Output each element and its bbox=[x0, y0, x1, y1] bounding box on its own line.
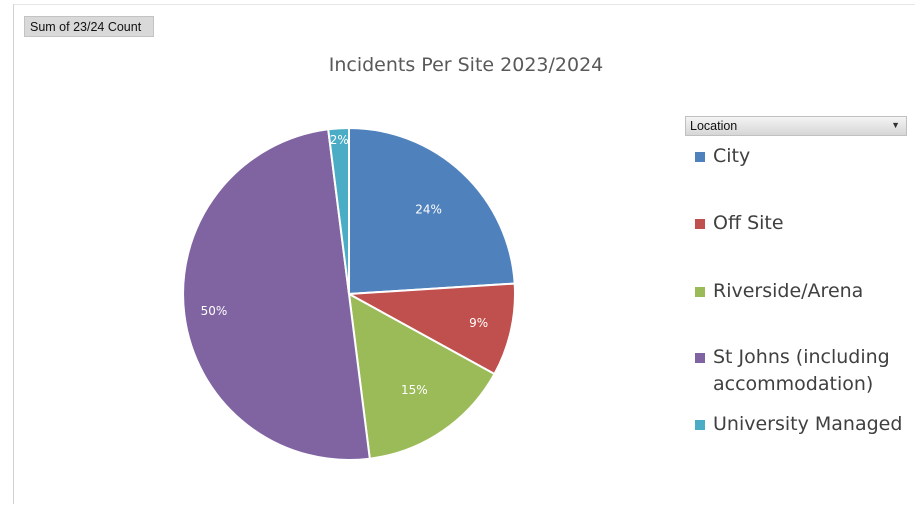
data-label: 24% bbox=[415, 202, 442, 216]
legend-item: St Johns (including accommodation) bbox=[695, 344, 910, 398]
data-label: 9% bbox=[469, 316, 488, 330]
legend-item: Riverside/Arena bbox=[695, 278, 910, 305]
data-label: 15% bbox=[401, 383, 428, 397]
legend-label: University Managed bbox=[713, 413, 903, 435]
legend-swatch bbox=[695, 152, 705, 162]
location-filter-dropdown[interactable]: Location ▼ bbox=[685, 116, 907, 136]
data-label: 2% bbox=[330, 133, 349, 147]
location-filter-label: Location bbox=[690, 119, 738, 133]
value-field-button[interactable]: Sum of 23/24 Count bbox=[24, 16, 154, 37]
legend-label: St Johns (including accommodation) bbox=[713, 346, 890, 395]
legend-label: Off Site bbox=[713, 212, 784, 234]
pie-slice-off-site[interactable] bbox=[345, 282, 516, 376]
chart-area bbox=[13, 4, 915, 504]
legend-swatch bbox=[695, 287, 705, 297]
data-label: 50% bbox=[201, 304, 228, 318]
legend-swatch bbox=[695, 420, 705, 430]
pie-slice-city[interactable] bbox=[348, 126, 516, 296]
chart-title: Incidents Per Site 2023/2024 bbox=[328, 54, 604, 76]
pie-slice-riverside-arena[interactable] bbox=[347, 292, 496, 460]
legend-item: Off Site bbox=[695, 210, 910, 237]
legend-swatch bbox=[695, 353, 705, 363]
pie-slice-university-managed[interactable] bbox=[327, 126, 350, 295]
legend-label: Riverside/Arena bbox=[713, 280, 864, 302]
legend-swatch bbox=[695, 219, 705, 229]
legend-item: City bbox=[695, 143, 910, 170]
pie-slice-st-johns-including-accommodation[interactable] bbox=[182, 128, 371, 461]
dropdown-arrow-icon: ▼ bbox=[891, 120, 900, 130]
legend-label: City bbox=[713, 145, 751, 167]
legend-item: University Managed bbox=[695, 411, 910, 438]
